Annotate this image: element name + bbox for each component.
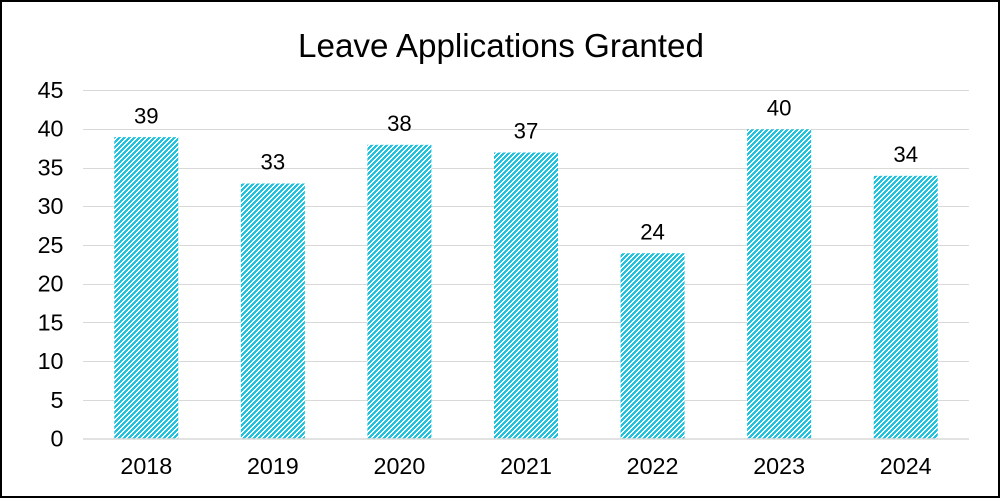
svg-text:Leave Applications Granted: Leave Applications Granted: [298, 28, 704, 65]
svg-text:10: 10: [38, 348, 64, 374]
svg-text:40: 40: [38, 116, 64, 142]
svg-text:40: 40: [767, 96, 792, 121]
svg-text:2019: 2019: [247, 453, 299, 479]
svg-text:45: 45: [38, 77, 64, 103]
svg-text:15: 15: [38, 309, 64, 335]
svg-text:34: 34: [893, 142, 918, 167]
svg-text:5: 5: [51, 387, 64, 413]
svg-text:2023: 2023: [753, 453, 805, 479]
svg-text:2022: 2022: [627, 453, 679, 479]
svg-text:2020: 2020: [374, 453, 426, 479]
svg-text:37: 37: [514, 119, 539, 144]
svg-text:2018: 2018: [120, 453, 172, 479]
svg-text:33: 33: [261, 150, 286, 175]
svg-text:25: 25: [38, 232, 64, 258]
svg-text:2021: 2021: [500, 453, 552, 479]
svg-text:2024: 2024: [880, 453, 932, 479]
svg-text:24: 24: [640, 219, 665, 244]
svg-text:35: 35: [38, 154, 64, 180]
svg-text:0: 0: [51, 426, 64, 452]
svg-text:30: 30: [38, 193, 64, 219]
svg-text:39: 39: [134, 103, 159, 128]
svg-text:38: 38: [387, 111, 412, 136]
svg-text:20: 20: [38, 271, 64, 297]
